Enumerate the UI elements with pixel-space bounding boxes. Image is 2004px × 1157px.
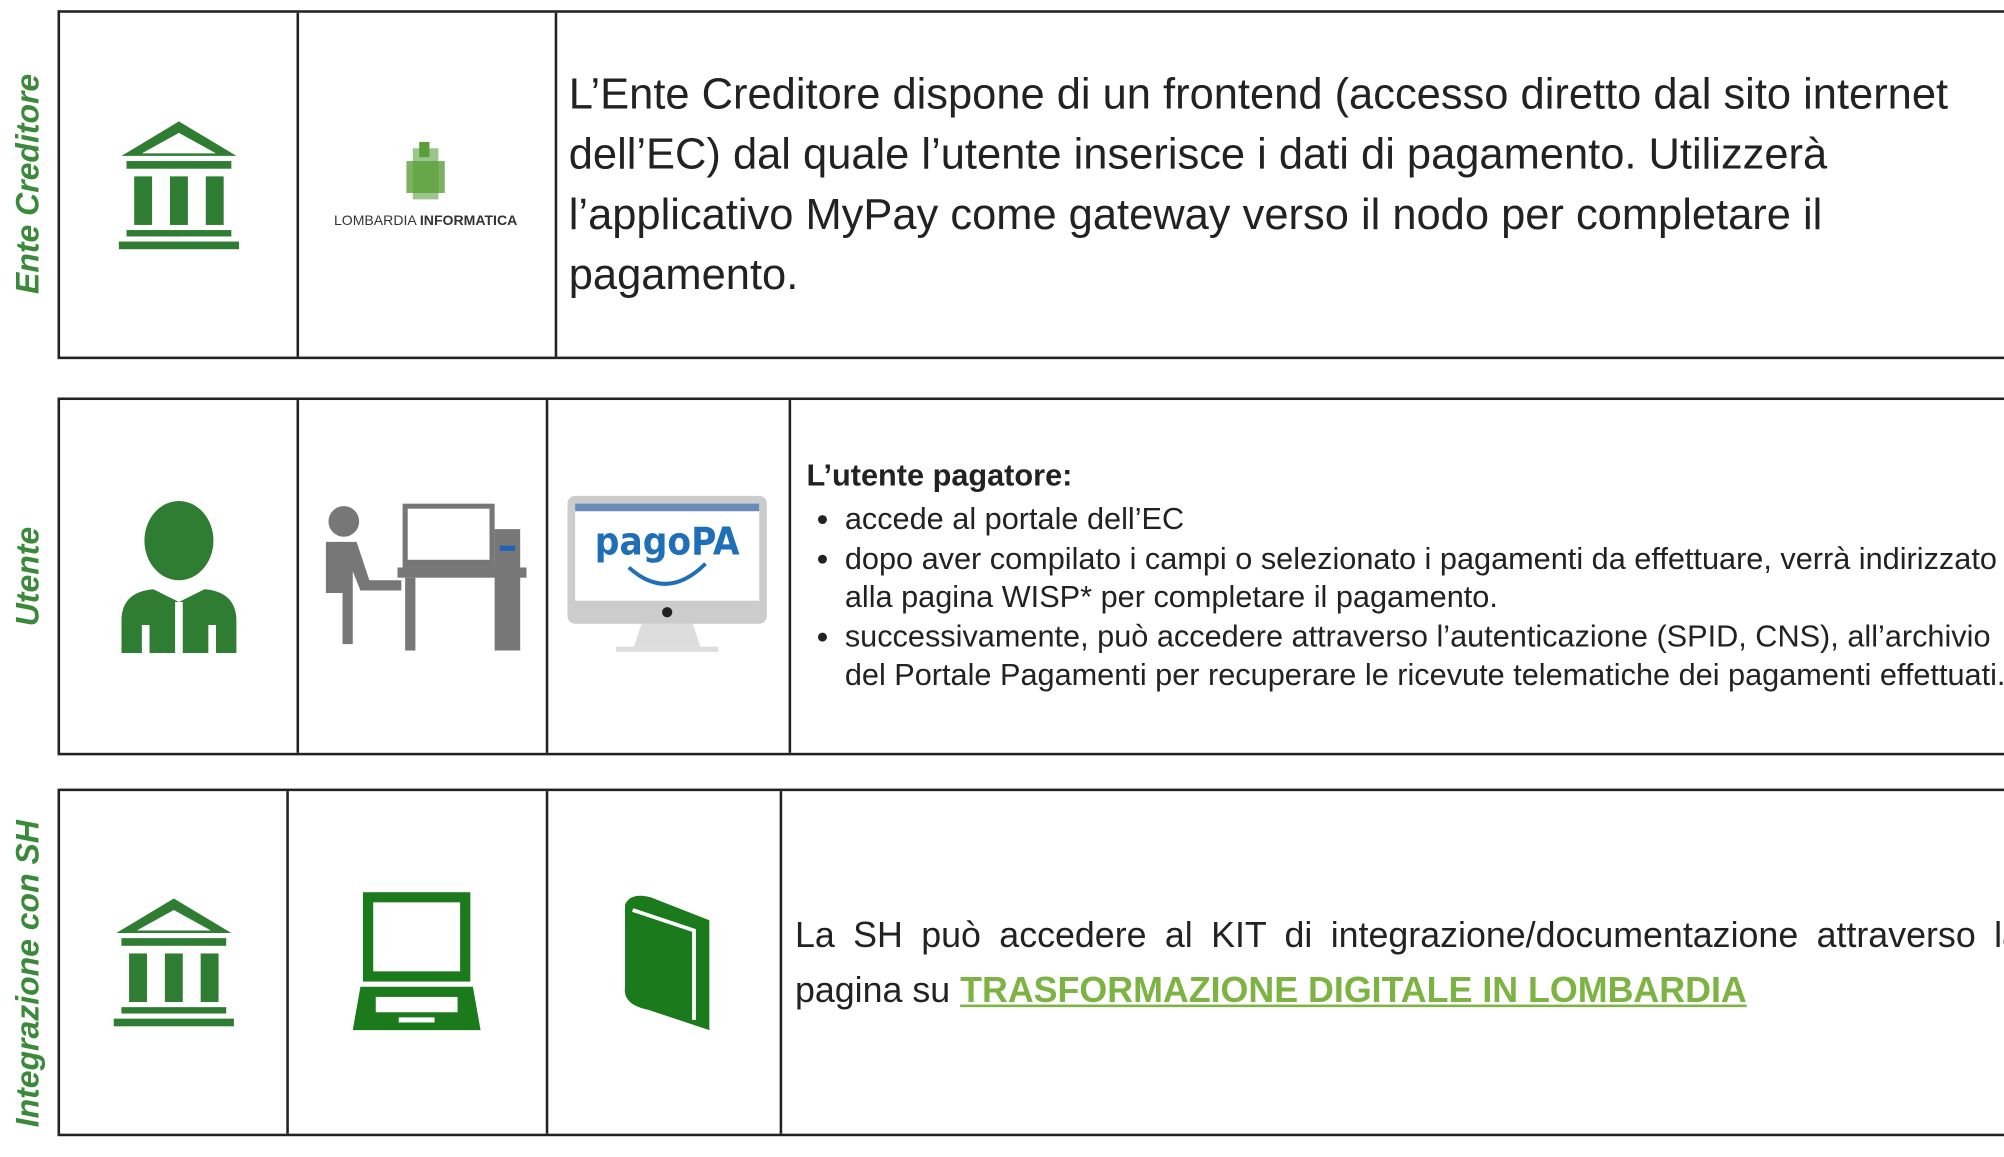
laptop-icon — [352, 892, 480, 1031]
row-utente: pagoPA L’utente pagatore: accede al port… — [57, 397, 2004, 756]
bullet-list: accede al portale dell’ECdopo aver compi… — [806, 501, 2004, 696]
user-icon — [120, 501, 236, 654]
paragraph: L’Ente Creditore dispone di un frontend … — [568, 69, 1949, 299]
row-text: L’Ente Creditore dispone di un frontend … — [569, 13, 1949, 357]
bank-icon — [113, 898, 234, 1027]
laptop-cell — [286, 791, 549, 1134]
logo-bold: INFORMATICA — [419, 212, 518, 229]
row-text: L’utente pagatore: accede al portale del… — [806, 400, 2004, 753]
heading: L’utente pagatore: — [806, 458, 1073, 493]
row-sh: La SH può accedere al KIT di integrazion… — [57, 788, 2004, 1137]
row-text: La SH può accedere al KIT di integrazion… — [795, 791, 2004, 1134]
bullet: successivamente, può accedere attraverso… — [845, 618, 2004, 696]
book-cell — [546, 791, 783, 1134]
paragraph: La SH può accedere al KIT di integrazion… — [795, 907, 2004, 1017]
monitor-icon: pagoPA — [567, 495, 767, 652]
logo-mark — [406, 141, 445, 199]
row-label: Integrazione con SH — [10, 820, 47, 1128]
desk-cell — [297, 400, 549, 753]
bank-icon — [118, 120, 239, 249]
row-ente: LOMBARDIA INFORMATICA L’Ente Creditore d… — [57, 10, 2004, 360]
row-label: Utente — [10, 526, 47, 627]
logo-text: LOMBARDIA INFORMATICA — [334, 213, 517, 228]
book-icon — [624, 895, 709, 1031]
bullet: dopo aver compilato i campi o selezionat… — [845, 540, 2004, 618]
user-cell — [60, 400, 300, 753]
paragraph-text: La SH può accedere al KIT di integrazion… — [794, 915, 2004, 1010]
bank-cell — [60, 12, 300, 357]
desk-icon — [325, 502, 527, 650]
pagopa-text: pagoPA — [595, 520, 740, 565]
logo-light: LOMBARDIA — [333, 212, 416, 229]
row-label: Ente Creditore — [10, 73, 47, 295]
pagopa-cell: pagoPA — [546, 400, 792, 753]
bullet: accede al portale dell’EC — [845, 501, 2004, 540]
logo-cell: LOMBARDIA INFORMATICA — [297, 12, 558, 357]
bank-cell — [60, 791, 289, 1134]
link[interactable]: TRASFORMAZIONE DIGITALE IN LOMBARDIA — [960, 970, 1747, 1010]
